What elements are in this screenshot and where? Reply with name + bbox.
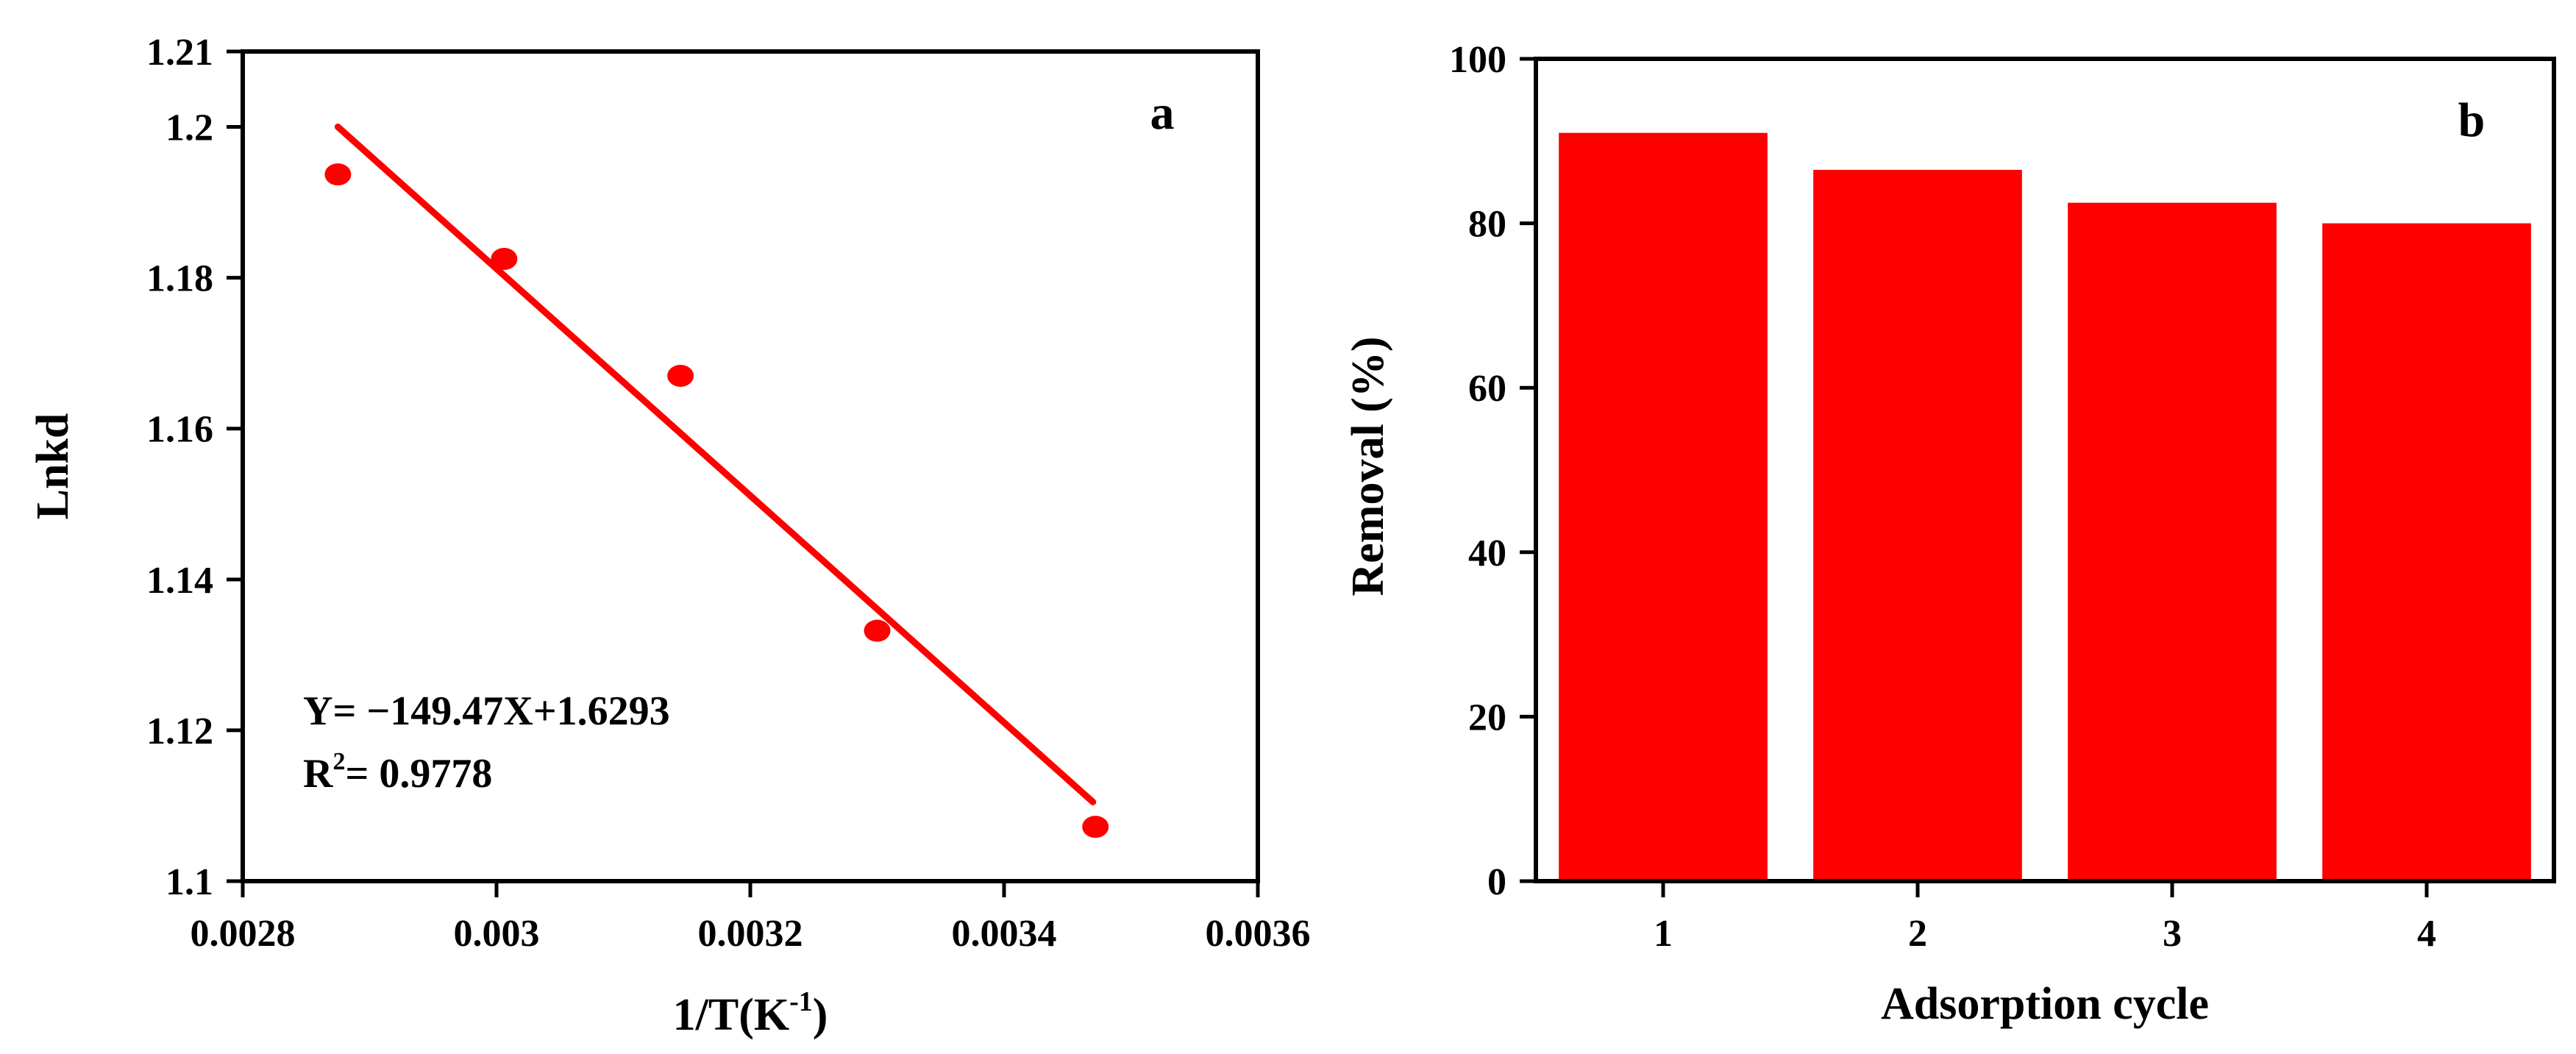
- panel-b-x-tick-label: 4: [2417, 913, 2436, 955]
- panel-b-bar: [2322, 223, 2531, 882]
- panel-a-r2: R2= 0.9778: [303, 748, 492, 797]
- x-title-main: 1/T(K: [673, 990, 789, 1040]
- panel-b-bar: [2068, 202, 2277, 881]
- panel-a-y-tick-label: 1.14: [146, 560, 213, 602]
- panel-a-x-axis-title: 1/T(K-1): [673, 986, 828, 1040]
- panel-b-bars: [1559, 132, 2531, 882]
- panel-a-x-tick-label: 0.0034: [952, 913, 1057, 955]
- r2-superscript: 2: [332, 748, 345, 775]
- panel-a-scatter-chart: 0.0028 0.003 0.0032 0.0034 0.0036 1.11.121.1…: [28, 32, 1311, 1040]
- panel-a-data-point: [667, 364, 694, 387]
- panel-b-y-tick-label: 20: [1468, 697, 1506, 738]
- panel-b-y-axis-title: Removal (%): [1343, 337, 1393, 597]
- panel-a-x-tick-label: 0.0028: [191, 913, 296, 955]
- panel-a-data-point: [1082, 816, 1109, 838]
- panel-a-y-axis-title: Lnkd: [28, 413, 78, 520]
- panel-a-data-point: [491, 248, 518, 270]
- panel-b-bar: [1813, 169, 2022, 881]
- panel-b-y-tick-label: 40: [1468, 533, 1506, 574]
- panel-b-x-tick-label: 1: [1654, 913, 1673, 955]
- panel-b-y-ticks: 0 20 40 60 80 100: [1449, 39, 1536, 903]
- panel-a-y-ticks: 1.1 1.12 1.14 1.16 1.18 1.2 1.21: [146, 32, 243, 903]
- panel-b-y-tick-label: 80: [1468, 204, 1506, 246]
- panel-a-fit-line: [334, 124, 1097, 805]
- panel-b-y-tick-label: 60: [1468, 368, 1506, 410]
- panel-a-y-tick-label: 1.1: [166, 861, 213, 903]
- panel-b-y-tick-label: 100: [1449, 39, 1506, 81]
- panel-a-x-tick-label: 0.003: [454, 913, 540, 955]
- panel-a-equation: Y= −149.47X+1.6293: [303, 688, 670, 734]
- panel-b-bar-chart: 1 2 3 4 0 20 40 60 80 100 b Adsorption cycle Rem…: [1343, 39, 2556, 1029]
- panel-b-plot-frame: [1534, 57, 2556, 883]
- panel-b-x-tick-label: 2: [1908, 913, 1927, 955]
- panel-a-y-tick-label: 1.21: [146, 32, 213, 74]
- panel-b-y-tick-label: 0: [1487, 861, 1506, 903]
- panel-b-x-ticks: 1 2 3 4: [1654, 881, 2436, 955]
- x-title-superscript: -1: [789, 986, 813, 1017]
- r2-value: = 0.9778: [345, 751, 492, 797]
- panel-b-x-tick-label: 3: [2163, 913, 2182, 955]
- x-title-close: ): [813, 990, 828, 1040]
- panel-b-bar: [1559, 132, 1768, 881]
- panel-a-data-point: [864, 619, 891, 642]
- panel-b-x-axis-title: Adsorption cycle: [1881, 979, 2209, 1029]
- panel-a-x-tick-label: 0.0032: [698, 913, 803, 955]
- panel-a-letter: a: [1150, 86, 1175, 140]
- panel-a-y-tick-label: 1.2: [166, 107, 213, 149]
- r2-prefix: R: [303, 751, 333, 797]
- panel-a-y-tick-label: 1.16: [146, 409, 213, 451]
- panel-a-y-tick-label: 1.12: [146, 711, 213, 752]
- panel-b-letter: b: [2458, 93, 2486, 147]
- panel-a-x-ticks: 0.0028 0.003 0.0032 0.0034 0.0036: [191, 881, 1311, 955]
- panel-a-data-points: [324, 163, 1109, 838]
- panel-a-data-point: [324, 163, 352, 186]
- panel-a-y-tick-label: 1.18: [146, 258, 213, 300]
- panel-a-x-tick-label: 0.0036: [1206, 913, 1311, 955]
